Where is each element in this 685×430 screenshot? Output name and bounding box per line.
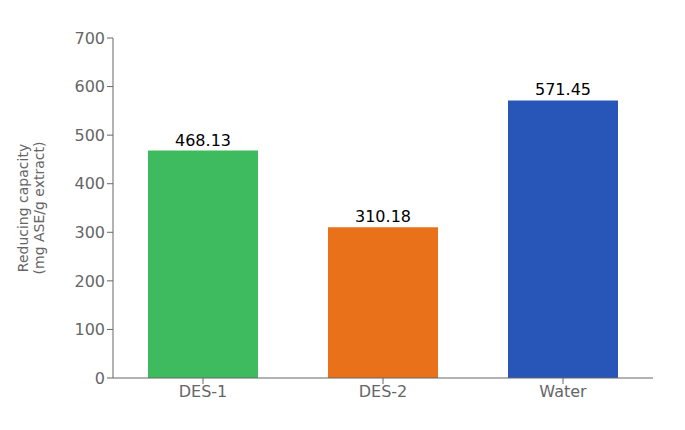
svg-text:DES-2: DES-2 (359, 382, 408, 401)
svg-text:100: 100 (74, 320, 105, 339)
svg-text:310.18: 310.18 (355, 207, 411, 226)
svg-text:500: 500 (74, 126, 105, 145)
svg-text:400: 400 (74, 174, 105, 193)
svg-text:700: 700 (74, 29, 105, 48)
svg-text:200: 200 (74, 272, 105, 291)
svg-text:Water: Water (539, 382, 587, 401)
svg-text:0: 0 (95, 369, 105, 388)
svg-text:DES-1: DES-1 (179, 382, 228, 401)
svg-text:600: 600 (74, 77, 105, 96)
svg-text:300: 300 (74, 223, 105, 242)
svg-text:Reducing capacity(mg ASE/g ext: Reducing capacity(mg ASE/g extract) (15, 142, 48, 275)
svg-text:571.45: 571.45 (535, 80, 591, 99)
svg-text:468.13: 468.13 (175, 131, 231, 150)
